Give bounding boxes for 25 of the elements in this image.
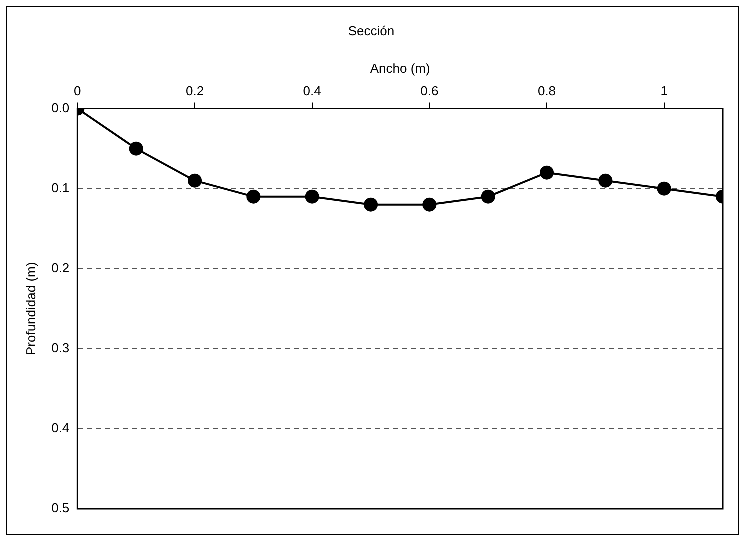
point [129, 142, 144, 156]
chart-title: Sección [348, 23, 395, 38]
point [481, 190, 496, 204]
y-tick-label: 0.4 [52, 420, 70, 436]
point [540, 166, 554, 180]
point [657, 182, 672, 196]
x-tick-label: 0.6 [420, 84, 439, 99]
point [364, 198, 378, 212]
point [246, 190, 261, 204]
x-tick-label: 0.2 [186, 84, 204, 99]
y-tick-label: 0.0 [52, 100, 70, 116]
y-tick-label: 0.2 [52, 260, 70, 276]
point [422, 198, 437, 212]
y-tick-label: 0.3 [52, 340, 70, 356]
x-tick-label: 0 [74, 84, 82, 99]
point [598, 174, 613, 188]
x-tick-label: 0.8 [538, 84, 556, 99]
y-axis-title: Profundidad (m) [23, 262, 38, 356]
x-tick-label: 1 [660, 84, 668, 99]
point [305, 190, 320, 204]
x-tick-label: 0.4 [303, 84, 322, 99]
y-tick-label: 0.5 [52, 500, 70, 516]
y-tick-label: 0.1 [52, 180, 70, 196]
point [188, 174, 202, 188]
x-axis-title: Ancho (m) [370, 60, 430, 76]
